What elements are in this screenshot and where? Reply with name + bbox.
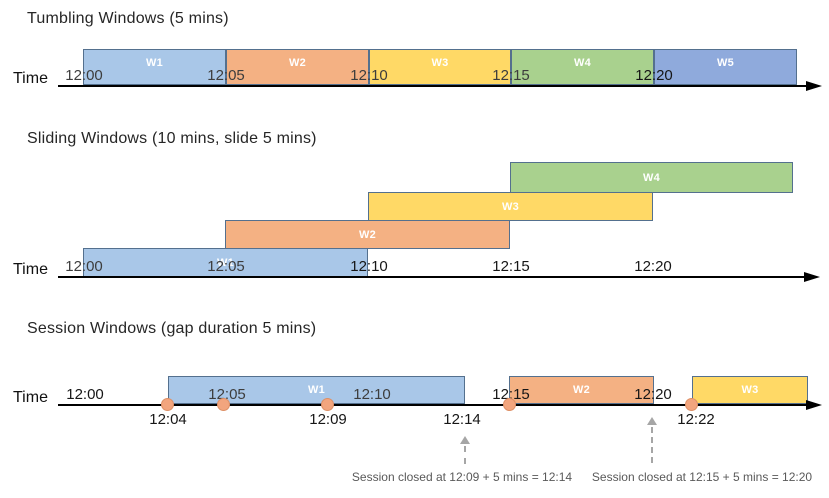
event-dot xyxy=(161,398,174,411)
window-label: W4 xyxy=(642,171,661,184)
tumbling-timeline xyxy=(58,85,807,87)
close-time-label: 12:14 xyxy=(443,411,481,428)
tumbling-window-w4: W4 xyxy=(511,49,654,85)
window-label: W5 xyxy=(716,57,735,69)
sliding-window-w3: W3 xyxy=(368,192,653,221)
sliding-window-w1: W1 xyxy=(83,248,368,277)
sliding-window-w4: W4 xyxy=(510,162,793,193)
tick-label: 12:20 xyxy=(635,67,673,84)
window-label: W1 xyxy=(307,384,326,396)
event-dot xyxy=(685,398,698,411)
window-label: W2 xyxy=(572,384,591,396)
session-timeline xyxy=(58,404,807,406)
window-label: W3 xyxy=(741,384,759,396)
tumbling-window-w1: W1 xyxy=(83,49,226,85)
event-dot xyxy=(321,398,334,411)
session-close-annotation: Session closed at 12:15 + 5 mins = 12:20 xyxy=(591,470,813,484)
event-time-label: 12:04 xyxy=(149,411,187,428)
sliding-title: Sliding Windows (10 mins, slide 5 mins) xyxy=(27,130,317,147)
window-label: W2 xyxy=(358,228,377,241)
window-label: W1 xyxy=(216,256,235,269)
tick-label: 12:20 xyxy=(634,386,672,403)
tick-label: 12:10 xyxy=(350,67,388,84)
tick-label: 12:20 xyxy=(634,258,672,275)
window-label: W3 xyxy=(431,57,449,69)
timeline-arrowhead-icon xyxy=(806,400,822,410)
session-time-axis-label: Time xyxy=(13,389,48,406)
window-label: W2 xyxy=(288,57,307,69)
tick-label: 12:00 xyxy=(65,67,103,84)
session-window-w3: W3 xyxy=(692,376,808,404)
tick-label: 12:10 xyxy=(350,258,388,275)
event-time-label: 12:22 xyxy=(677,411,715,428)
dashed-arrow-line xyxy=(464,446,466,464)
session-window-w1: W1 xyxy=(168,376,465,404)
sliding-window-w2: W2 xyxy=(225,220,510,249)
tumbling-window-w3: W3 xyxy=(369,49,511,85)
tumbling-title: Tumbling Windows (5 mins) xyxy=(27,10,229,27)
tick-label: 12:10 xyxy=(353,386,391,403)
tick-label: 12:05 xyxy=(208,386,246,403)
window-label: W1 xyxy=(145,57,164,69)
tick-label: 12:00 xyxy=(65,258,103,275)
timeline-arrowhead-icon xyxy=(804,272,820,282)
tumbling-time-axis-label: Time xyxy=(13,70,48,87)
tick-label: 12:15 xyxy=(492,67,530,84)
sliding-time-axis-label: Time xyxy=(13,261,48,278)
dashed-arrow-up-icon xyxy=(460,436,470,444)
dashed-arrow-line xyxy=(651,427,653,463)
window-label: W4 xyxy=(573,57,592,69)
window-label: W3 xyxy=(501,200,520,213)
tumbling-window-w5: W5 xyxy=(654,49,797,85)
dashed-arrow-up-icon xyxy=(647,417,657,425)
sliding-timeline xyxy=(58,276,805,278)
session-window-w2: W2 xyxy=(509,376,654,404)
session-close-annotation: Session closed at 12:09 + 5 mins = 12:14 xyxy=(351,470,573,484)
tick-label: 12:00 xyxy=(66,386,104,403)
session-title: Session Windows (gap duration 5 mins) xyxy=(27,320,317,337)
tumbling-window-w2: W2 xyxy=(226,49,369,85)
event-dot xyxy=(217,398,230,411)
tick-label: 12:15 xyxy=(492,386,530,403)
event-dot xyxy=(503,398,516,411)
tick-label: 12:05 xyxy=(207,258,245,275)
event-time-label: 12:09 xyxy=(309,411,347,428)
timeline-arrowhead-icon xyxy=(806,81,822,91)
tick-label: 12:05 xyxy=(207,67,245,84)
tick-label: 12:15 xyxy=(492,258,530,275)
